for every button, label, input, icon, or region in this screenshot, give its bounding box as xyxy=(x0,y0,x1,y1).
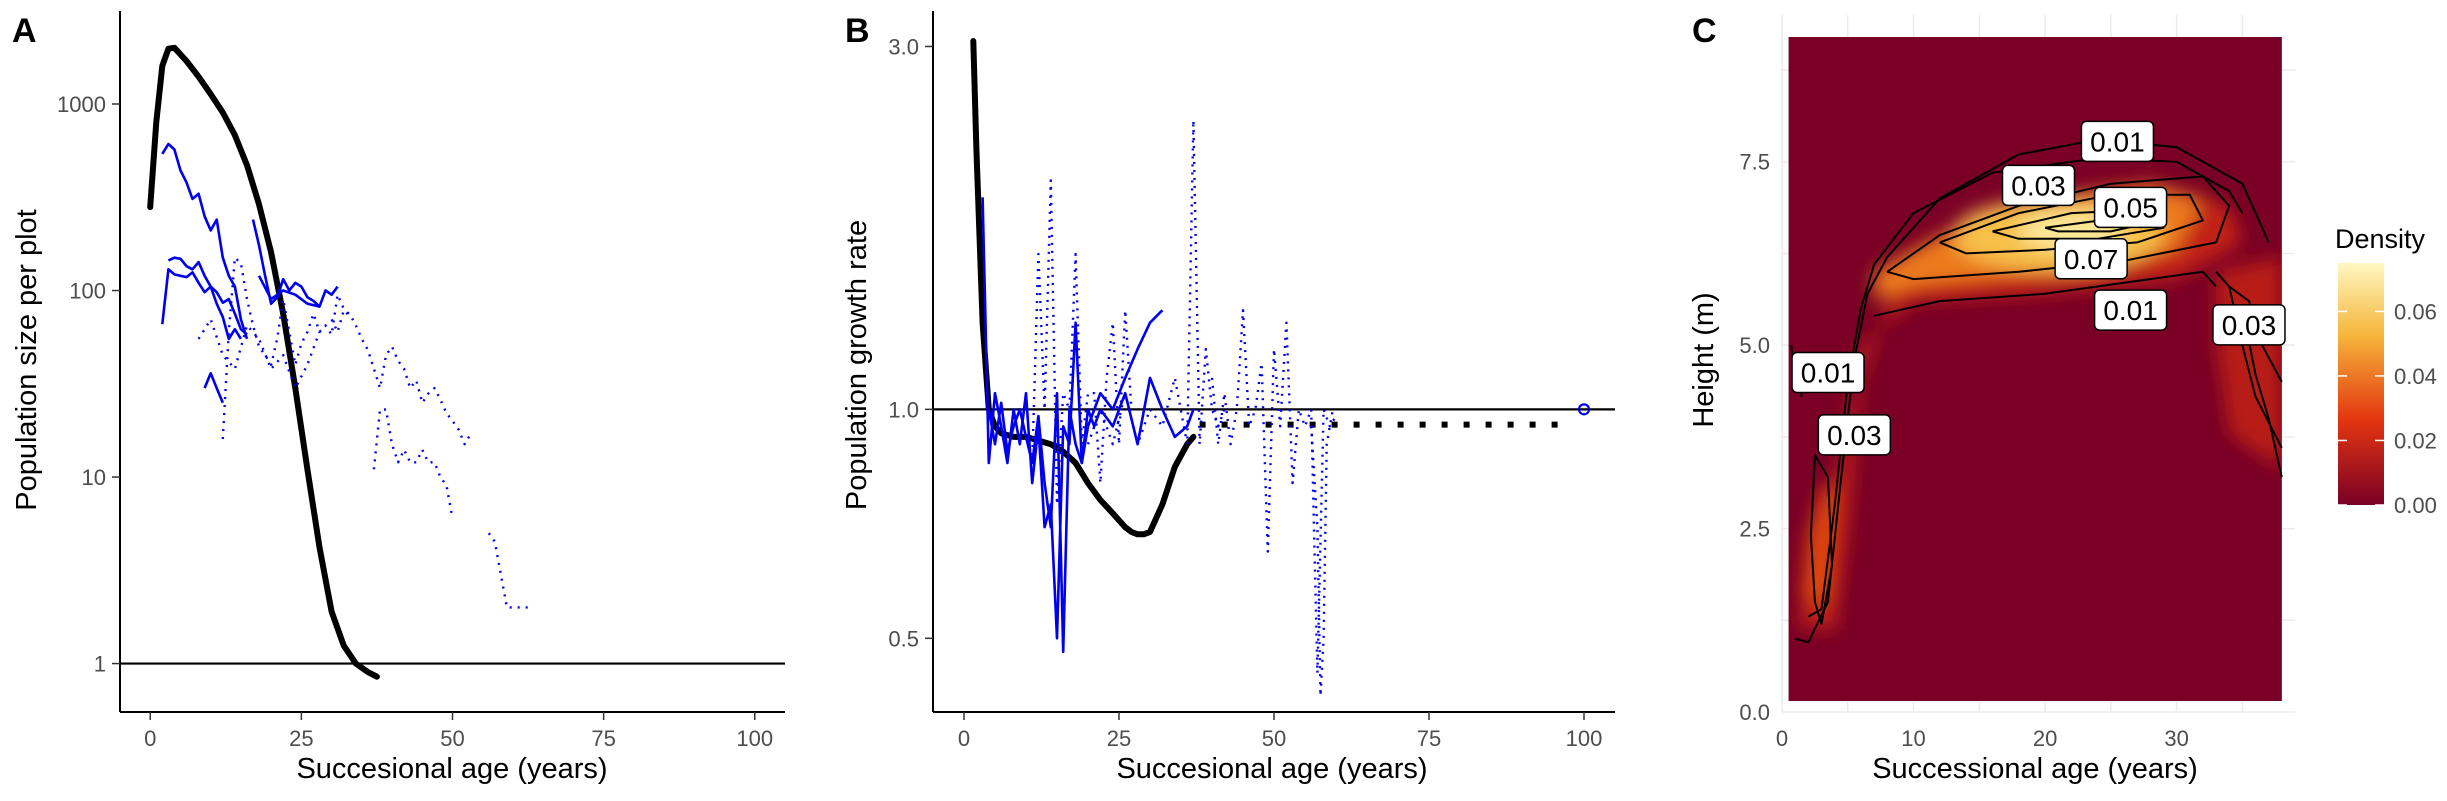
mean-trajectory-line xyxy=(970,38,1197,538)
panel-a: A 0 25 50 75 100 1 10 100 1000 Succesional age (… xyxy=(11,11,785,785)
panel-c-plot-area: 0 10 20 30 0.0 2.5 5.0 7.5 0.01 0.03 0.05 0.07 0.01 0… xyxy=(1739,15,2295,751)
contour-line-0.01-lower xyxy=(1873,270,2217,317)
contour-line-0.01-outer xyxy=(1794,138,2270,644)
plot-trajectory-dotted xyxy=(1310,409,1335,698)
panel-c: C 0 10 20 30 0.0 2.5 5.0 7.5 0.01 0.03 0.05 0.07 0.0… xyxy=(1688,12,2437,785)
x-tick-label: 0 xyxy=(1776,726,1788,751)
equilibrium-point xyxy=(1577,403,1591,416)
y-tick-label: 1000 xyxy=(57,92,106,117)
y-tick-label: 1 xyxy=(94,652,106,677)
plot-trajectory-dotted xyxy=(197,318,321,390)
contour-label-box xyxy=(2093,289,2168,331)
contour-label-box xyxy=(2212,304,2286,346)
contour-label-box xyxy=(2080,120,2155,163)
x-tick-label: 25 xyxy=(289,726,313,751)
plot-trajectory-solid xyxy=(161,142,249,340)
plot-trajectory-dotted xyxy=(1210,309,1338,675)
x-tick-label: 50 xyxy=(1262,726,1286,751)
mean-trajectory-line xyxy=(147,44,380,680)
contour-label-box xyxy=(2001,164,2076,207)
panel-a-label: A xyxy=(12,12,37,50)
legend-tick-label: 0.04 xyxy=(2394,364,2437,389)
plot-trajectory-dotted xyxy=(487,532,532,609)
panel-c-x-axis-label: Successional age (years) xyxy=(1872,753,2198,785)
panel-b: B 0 25 50 75 100 0.5 1.0 3.0 Succesional age (y… xyxy=(841,11,1615,785)
x-tick-label: 50 xyxy=(440,726,464,751)
legend-tick-label: 0.02 xyxy=(2394,428,2437,453)
contour-label: 0.01 xyxy=(1801,358,1856,389)
plot-trajectory-solid xyxy=(203,371,225,404)
x-tick-label: 0 xyxy=(144,726,156,751)
panel-a-x-axis-label: Succesional age (years) xyxy=(296,753,607,785)
panel-b-x-axis-label: Succesional age (years) xyxy=(1116,753,1427,785)
plot-trajectory-dotted xyxy=(221,256,351,440)
density-heatmap xyxy=(1788,37,2282,701)
contour-label: 0.03 xyxy=(2222,310,2277,341)
contour-label-box xyxy=(2054,238,2128,280)
plot-trajectory-solid xyxy=(167,256,248,336)
panel-b-plot-area: 0 25 50 75 100 0.5 1.0 3.0 xyxy=(888,11,1615,751)
x-tick-label: 75 xyxy=(591,726,615,751)
x-tick-label: 10 xyxy=(1901,726,1925,751)
y-tick-label: 0.5 xyxy=(888,626,919,651)
y-tick-label: 100 xyxy=(69,279,106,304)
contour-label-box xyxy=(1791,351,1865,394)
legend-tick-label: 0.06 xyxy=(2394,299,2437,324)
plot-trajectory-solid xyxy=(1099,376,1195,446)
y-tick-label: 2.5 xyxy=(1739,517,1770,542)
y-tick-label: 10 xyxy=(82,465,106,490)
panel-a-plot-area: 0 25 50 75 100 1 10 100 1000 xyxy=(57,11,785,751)
x-tick-label: 25 xyxy=(1107,726,1131,751)
contour-label: 0.03 xyxy=(2011,170,2066,201)
contour-label-box xyxy=(1817,414,1892,456)
contour-label: 0.01 xyxy=(2103,295,2158,326)
y-tick-label: 1.0 xyxy=(888,397,919,422)
contour-line-0.05 xyxy=(1886,175,2231,281)
y-tick-label: 7.5 xyxy=(1739,150,1770,175)
plot-trajectory-dotted xyxy=(372,408,454,519)
x-tick-label: 30 xyxy=(2164,726,2188,751)
plot-trajectory-solid xyxy=(1086,309,1164,427)
panel-b-label: B xyxy=(845,12,870,50)
density-region-low xyxy=(1795,191,2243,632)
contour-label-box xyxy=(2093,186,2168,229)
plot-trajectory-solid xyxy=(981,197,1102,640)
x-tick-label: 100 xyxy=(736,726,773,751)
y-tick-label: 3.0 xyxy=(888,34,919,59)
panel-c-y-axis-label: Height (m) xyxy=(1688,292,1720,427)
plot-trajectory-solid xyxy=(987,391,1090,654)
contour-label: 0.07 xyxy=(2064,244,2119,275)
contour-line-left-inner xyxy=(1809,454,1833,625)
contour-label: 0.05 xyxy=(2103,192,2158,223)
legend-title: Density xyxy=(2335,224,2426,254)
x-tick-label: 100 xyxy=(1566,726,1603,751)
plot-trajectory-solid xyxy=(161,267,243,341)
contour-line-0.07-outer xyxy=(1939,193,2204,255)
panel-b-y-axis-label: Population growth rate xyxy=(841,220,873,510)
contour-label: 0.03 xyxy=(1827,420,1882,451)
legend-tick-label: 0.00 xyxy=(2394,493,2437,518)
plot-trajectory-solid xyxy=(251,219,339,308)
density-legend: Density 0.00 0.02 0.04 0.06 xyxy=(2335,224,2437,518)
contour-line-0.03 xyxy=(1807,157,2244,618)
panel-c-label: C xyxy=(1692,12,1717,50)
contour-label: 0.01 xyxy=(2090,126,2145,157)
plot-trajectory-dotted xyxy=(330,309,472,446)
plot-trajectory-solid xyxy=(257,275,320,308)
y-tick-label: 5.0 xyxy=(1739,333,1770,358)
panel-a-y-axis-label: Population size per plot xyxy=(11,209,43,510)
x-tick-label: 20 xyxy=(2033,726,2057,751)
legend-colorbar xyxy=(2338,263,2384,505)
y-tick-label: 0.0 xyxy=(1739,700,1770,725)
x-tick-label: 0 xyxy=(958,726,970,751)
x-tick-label: 75 xyxy=(1417,726,1441,751)
